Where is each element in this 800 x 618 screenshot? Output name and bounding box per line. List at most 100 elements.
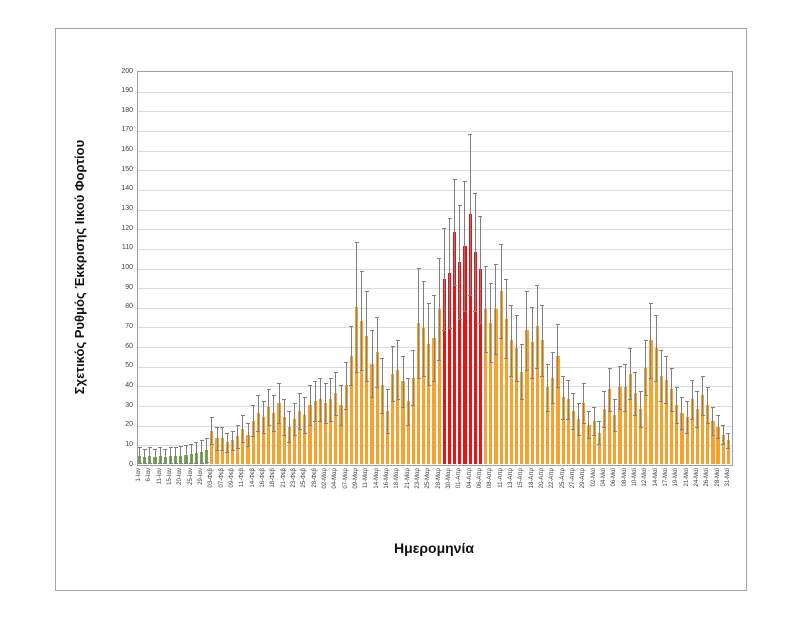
error-bar-cap-top — [716, 414, 721, 416]
bar — [546, 387, 550, 464]
x-tick-label: 28-Φεβ — [311, 468, 318, 488]
bar — [489, 322, 493, 464]
error-bar-cap-bottom — [581, 422, 586, 424]
error-bar-cap-bottom — [230, 450, 235, 452]
error-bar-cap-bottom — [147, 462, 152, 464]
error-bar-cap-top — [690, 379, 695, 381]
error-bar-cap-top — [282, 399, 287, 401]
error-bar-cap-bottom — [271, 430, 276, 432]
gridline — [138, 327, 732, 329]
y-axis-title: Σχετικός Ρυθμός Έκκρισης Ιικού Φορτίου — [72, 139, 87, 395]
y-tick-label: 120 — [121, 224, 133, 232]
error-bar-line — [572, 393, 574, 429]
bar — [422, 328, 426, 464]
error-bar-cap-top — [349, 326, 354, 328]
error-bar-cap-top — [437, 257, 442, 259]
bar — [670, 389, 674, 464]
error-bar-cap-bottom — [364, 381, 369, 383]
error-bar-cap-top — [375, 316, 380, 318]
bar — [551, 377, 555, 464]
x-tick-label: 17-Μαϊ — [662, 468, 669, 487]
error-bar-cap-top — [313, 381, 318, 383]
error-bar-cap-bottom — [153, 462, 158, 464]
error-bar-cap-top — [726, 432, 731, 434]
error-bar-line — [495, 263, 497, 354]
error-bar-cap-bottom — [354, 371, 359, 373]
error-bar-cap-top — [457, 204, 462, 206]
error-bar-cap-bottom — [571, 428, 576, 430]
bar — [365, 336, 369, 464]
bar — [318, 399, 322, 464]
bar — [210, 430, 214, 464]
x-tick-label: 11-Φεβ — [239, 468, 246, 488]
error-bar-cap-top — [612, 399, 617, 401]
error-bar-cap-bottom — [674, 422, 679, 424]
error-bar-line — [257, 395, 259, 431]
error-bar-cap-top — [401, 355, 405, 357]
error-bar-cap-bottom — [643, 395, 648, 397]
error-bar-line — [702, 375, 704, 415]
error-bar-cap-bottom — [308, 424, 313, 426]
error-bar-cap-bottom — [524, 369, 529, 371]
bar — [458, 261, 462, 464]
error-bar-cap-top — [209, 416, 214, 418]
error-bar-line — [650, 302, 652, 378]
x-tick-label: 10-Μαϊ — [631, 468, 638, 487]
error-bar-cap-bottom — [607, 410, 612, 412]
bar — [256, 412, 260, 464]
error-bar-cap-bottom — [519, 399, 524, 401]
bar — [447, 273, 452, 464]
error-bar-line — [609, 367, 611, 411]
error-bar-line — [464, 181, 466, 311]
y-tick-label: 200 — [121, 67, 133, 75]
bar — [282, 416, 286, 464]
y-tick-label: 180 — [121, 106, 133, 114]
error-bar-cap-bottom — [318, 420, 323, 422]
error-bar-cap-bottom — [721, 444, 726, 446]
error-bar-line — [164, 449, 166, 463]
bar — [690, 399, 694, 464]
error-bar-line — [232, 430, 234, 451]
error-bar-line — [510, 304, 512, 376]
error-bar-cap-top — [292, 403, 297, 405]
y-tick-label: 30 — [125, 401, 133, 409]
error-bar-cap-top — [173, 447, 178, 449]
error-bar-line — [516, 314, 518, 382]
y-tick-label: 140 — [121, 185, 133, 193]
bar — [339, 405, 343, 464]
error-bar-cap-bottom — [194, 462, 199, 464]
error-bar-cap-bottom — [292, 434, 297, 436]
error-bar-line — [598, 420, 600, 445]
x-tick-label: 07-Μαρ — [342, 468, 349, 489]
bar — [354, 306, 359, 464]
error-bar-cap-bottom — [432, 381, 436, 383]
error-bar-cap-top — [685, 401, 690, 403]
bar — [391, 373, 395, 464]
error-bar-cap-bottom — [685, 432, 690, 434]
x-tick-label: 18-Φεβ — [270, 468, 277, 488]
error-bar-cap-bottom — [457, 318, 462, 320]
error-bar-cap-top — [648, 302, 653, 304]
x-tick-label: 23-Φεβ — [291, 468, 298, 488]
error-bar-line — [665, 355, 667, 404]
error-bar-cap-top — [246, 422, 251, 424]
error-bar-line — [330, 377, 332, 421]
error-bar-cap-top — [432, 295, 436, 296]
error-bar-cap-top — [199, 440, 204, 442]
error-bar-cap-bottom — [597, 444, 602, 446]
error-bar-line — [686, 401, 688, 433]
error-bar-cap-top — [287, 410, 292, 412]
error-bar-line — [345, 361, 347, 409]
bar — [711, 420, 715, 464]
error-bar-line — [299, 393, 301, 429]
error-bar-cap-top — [194, 442, 199, 444]
x-tick-label: 16-Μαρ — [384, 468, 390, 489]
error-bar-cap-bottom — [158, 462, 163, 464]
error-bar-cap-bottom — [220, 450, 225, 452]
error-bar-cap-bottom — [530, 377, 535, 379]
error-bar-cap-top — [215, 426, 220, 428]
error-bar-cap-top — [411, 350, 416, 352]
error-bar-line — [314, 381, 316, 421]
bar — [292, 418, 297, 464]
error-bar-cap-top — [659, 350, 664, 352]
